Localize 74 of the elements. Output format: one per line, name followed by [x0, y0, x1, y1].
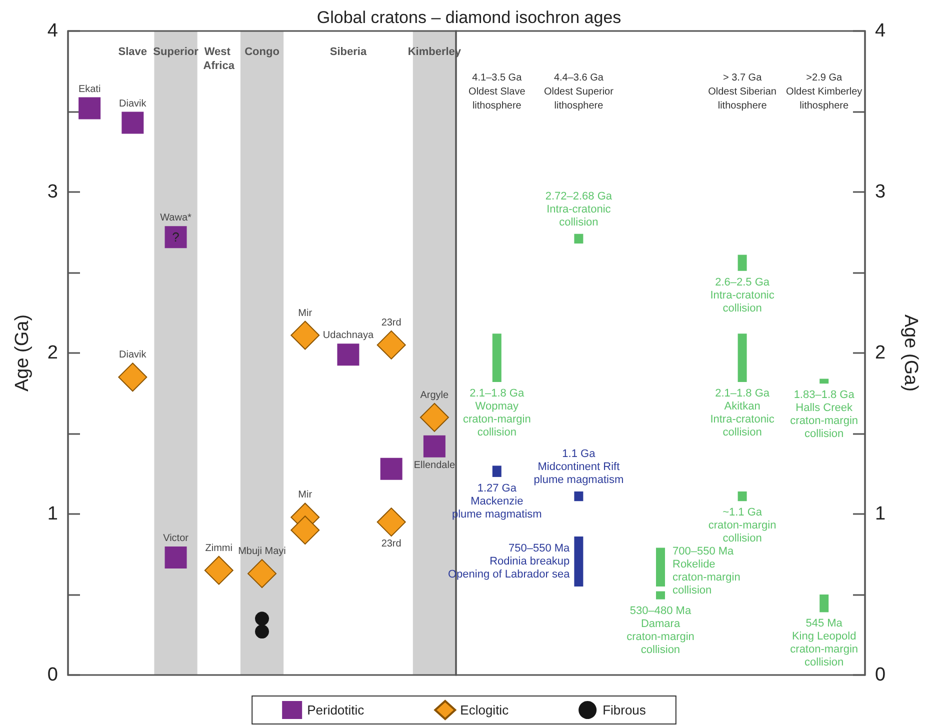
y-axis-title: Age (Ga) [12, 314, 33, 392]
bar [738, 334, 747, 382]
annotation: 1.83–1.8 Ga Halls Creek craton-margin collision [790, 389, 858, 440]
annotation: Mir [298, 308, 313, 319]
y-tick-label: 2 [47, 342, 58, 364]
annotation: Mir [298, 490, 313, 501]
y-tick-label: 4 [47, 20, 58, 42]
annotation: 545 Ma King Leopold craton-margin collision [790, 618, 858, 669]
x-tick-label: Siberia [330, 46, 368, 58]
bar [820, 594, 829, 612]
point [423, 435, 446, 458]
point [376, 508, 406, 537]
annotation: 2.1–1.8 Ga Akitkan Intra-cratonic collision [710, 387, 775, 438]
x-tick-label: Slave [118, 46, 148, 58]
y-tick-label: 3 [47, 182, 58, 202]
annotation: Ellendale [414, 460, 456, 471]
annotation: 2.6–2.5 Ga Intra-cratonic collision [710, 276, 775, 314]
point [164, 546, 187, 568]
x-tick-label: > 3.7 Ga Oldest Siberian lithosphere [708, 72, 776, 112]
x-tick-label: Superior [153, 46, 200, 58]
point [255, 612, 269, 626]
legend-label: Eclogitic [460, 702, 510, 718]
point [380, 458, 402, 480]
y-tick-label: 1 [47, 504, 58, 524]
annotation: Argyle [420, 390, 450, 401]
point [204, 556, 234, 585]
annotation: 530–480 Ma Damara craton-margin collision [626, 604, 694, 656]
annotation: 2.1–1.8 Ga Wopmay craton-margin collision [462, 387, 531, 438]
point [420, 402, 449, 432]
y-tick-label: 0 [875, 664, 886, 686]
annotation: Wawa* [160, 212, 192, 224]
annotation: Mbuji Mayi [238, 546, 286, 558]
x-tick-label: Congo [244, 46, 280, 58]
annotation: Victor [163, 532, 190, 544]
point [376, 330, 406, 360]
bar [574, 536, 584, 586]
annotation: Udachnaya [322, 330, 374, 342]
point [248, 559, 276, 588]
legend-label: Peridotitic [307, 702, 365, 718]
point [290, 320, 320, 350]
annotation: ~1.1 Ga craton-margin collision [708, 506, 776, 545]
point [78, 97, 101, 120]
point [337, 344, 360, 366]
annotation: Diavik [119, 350, 148, 361]
x-tick-label: 4.4–3.6 Ga Oldest Superior lithosphere [544, 72, 614, 112]
y-tick-label: 2 [875, 342, 886, 364]
bar [656, 591, 665, 600]
annotation: 700–550 Ma Rokelide craton-margin collision [672, 546, 740, 597]
annotation: 2.72–2.68 Ga Intra-cratonic collision [545, 190, 613, 228]
bar [656, 548, 665, 586]
legend-label: Fibrous [602, 702, 646, 718]
bar [574, 234, 584, 244]
y-tick-label: 3 [875, 182, 886, 202]
annotation: Diavik [119, 98, 148, 110]
bar [738, 254, 747, 271]
x-tick-label: 4.1–3.5 Ga Oldest Slave lithosphere [468, 72, 526, 112]
point [290, 516, 320, 545]
point [122, 112, 144, 134]
chart-title: Global cratons – diamond isochron ages [316, 8, 622, 27]
x-tick-label: West Africa [203, 46, 236, 72]
y-axis-title: Age (Ga) [900, 314, 921, 392]
y-tick-label: 4 [875, 20, 886, 42]
point [118, 362, 148, 392]
point [255, 624, 269, 639]
annotation: 23rd [381, 538, 402, 550]
annotation: ? [172, 230, 180, 245]
y-tick-label: 0 [47, 664, 58, 686]
x-tick-label: >2.9 Ga Oldest Kimberley lithosphere [786, 72, 862, 112]
annotation: Ekati [78, 84, 101, 95]
bar [492, 334, 502, 382]
y-tick-label: 1 [875, 504, 886, 524]
annotation: Zimmi [205, 542, 232, 554]
bar [820, 378, 829, 384]
annotation: 23rd [381, 317, 402, 328]
